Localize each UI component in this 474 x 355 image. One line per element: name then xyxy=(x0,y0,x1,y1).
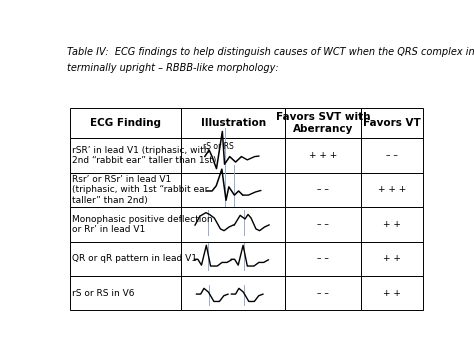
Text: Monophasic positive deflection
or Rr’ in lead V1: Monophasic positive deflection or Rr’ in… xyxy=(72,215,213,234)
Text: Table IV:  ECG findings to help distinguish causes of WCT when the QRS complex i: Table IV: ECG findings to help distingui… xyxy=(66,47,474,57)
Bar xyxy=(70,207,182,242)
Bar xyxy=(285,242,361,276)
Text: QR or qR pattern in lead V1: QR or qR pattern in lead V1 xyxy=(72,254,197,263)
Bar xyxy=(70,173,182,207)
Bar xyxy=(70,108,182,138)
Bar xyxy=(361,242,423,276)
Bar xyxy=(285,108,361,138)
Bar xyxy=(361,138,423,173)
Text: + + +: + + + xyxy=(378,185,406,195)
Bar xyxy=(70,276,182,311)
Text: Favors SVT with
Aberrancy: Favors SVT with Aberrancy xyxy=(276,113,371,134)
Bar xyxy=(182,242,285,276)
Bar xyxy=(285,207,361,242)
Text: + +: + + xyxy=(383,254,401,263)
Bar xyxy=(182,207,285,242)
Bar xyxy=(182,276,285,311)
Bar xyxy=(182,138,285,173)
Text: – –: – – xyxy=(318,220,329,229)
Text: – –: – – xyxy=(318,185,329,195)
Text: Illustration: Illustration xyxy=(201,118,266,128)
Bar xyxy=(182,108,285,138)
Text: rSR’ in lead V1 (triphasic, with
2nd “rabbit ear” taller than 1st): rSR’ in lead V1 (triphasic, with 2nd “ra… xyxy=(72,146,217,165)
Bar xyxy=(361,108,423,138)
Text: + + +: + + + xyxy=(309,151,337,160)
Bar xyxy=(361,276,423,311)
Text: Rsr’ or RSr’ in lead V1
(triphasic, with 1st “rabbit ear
taller” than 2nd): Rsr’ or RSr’ in lead V1 (triphasic, with… xyxy=(72,175,209,205)
Text: rS or RS in V6: rS or RS in V6 xyxy=(72,289,135,298)
Text: – –: – – xyxy=(318,254,329,263)
Bar xyxy=(70,138,182,173)
Text: + +: + + xyxy=(383,289,401,298)
Bar xyxy=(285,276,361,311)
Text: – –: – – xyxy=(318,289,329,298)
Bar xyxy=(70,242,182,276)
Text: terminally upright – RBBB-like morphology:: terminally upright – RBBB-like morpholog… xyxy=(66,63,278,73)
Bar xyxy=(361,207,423,242)
Text: rS or RS: rS or RS xyxy=(203,142,234,151)
Bar xyxy=(182,173,285,207)
Text: – –: – – xyxy=(386,151,398,160)
Text: Favors VT: Favors VT xyxy=(363,118,421,128)
Text: + +: + + xyxy=(383,220,401,229)
Bar xyxy=(285,138,361,173)
Bar xyxy=(361,173,423,207)
Text: ECG Finding: ECG Finding xyxy=(91,118,161,128)
Bar xyxy=(285,173,361,207)
